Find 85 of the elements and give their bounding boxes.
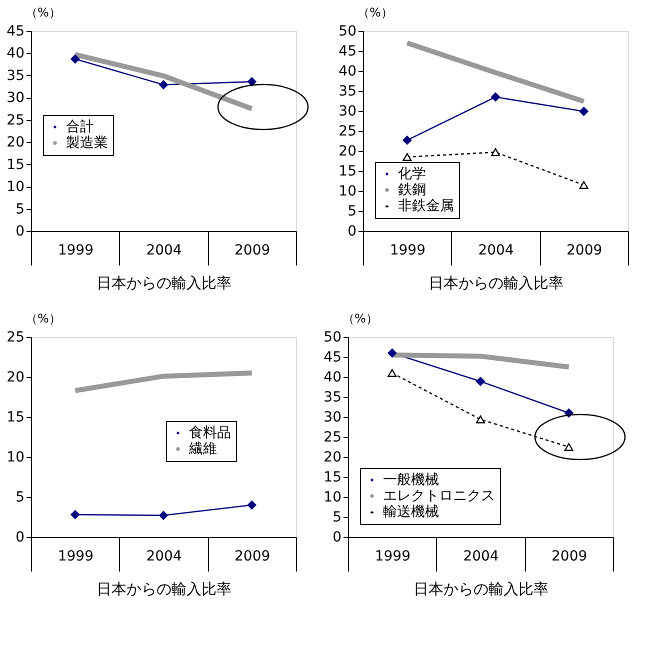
x-tick-label: 2009 (566, 242, 602, 258)
y-tick-label: 30 (6, 90, 24, 106)
y-tick-label: 35 (324, 390, 342, 406)
y-tick-label: 50 (324, 330, 342, 346)
y-tick-label: 25 (6, 330, 24, 346)
y-tick-label: 20 (324, 450, 342, 466)
y-tick-label: 45 (338, 44, 356, 60)
y-tick-label: 10 (6, 450, 24, 466)
x-tick-label: 2009 (234, 548, 270, 564)
point (70, 54, 80, 64)
point (491, 92, 500, 102)
y-tick-label: 40 (6, 46, 24, 62)
legend-label: 鉄鋼 (398, 182, 426, 198)
y-tick-label: 20 (338, 144, 356, 160)
y-tick-label: 30 (338, 104, 356, 120)
y-tick-label: 35 (338, 84, 356, 100)
point (247, 500, 256, 510)
y-axis-title: （%） (26, 6, 61, 20)
x-tick-label: 1999 (58, 548, 94, 564)
y-tick-label: 10 (6, 179, 24, 196)
y-tick-label: 45 (6, 24, 24, 40)
y-tick-label: 15 (6, 156, 24, 173)
point (579, 106, 588, 116)
point (476, 376, 485, 386)
y-tick-label: 5 (16, 201, 24, 218)
point (402, 136, 412, 145)
legend-label: 製造業 (66, 135, 108, 151)
y-axis-title: （%） (26, 312, 61, 326)
x-tick-label: 1999 (374, 548, 410, 564)
y-tick-label: 0 (332, 530, 342, 546)
y-tick-label: 15 (338, 164, 356, 180)
point (564, 443, 574, 451)
point (579, 181, 588, 189)
point (388, 369, 397, 377)
point (70, 510, 80, 520)
legend-label: 食料品 (189, 425, 231, 441)
y-axis-title: （%） (358, 6, 393, 20)
y-tick-label: 40 (338, 64, 356, 80)
y-tick-label: 5 (332, 510, 342, 526)
x-tick-label: 2009 (234, 242, 270, 258)
x-axis-title: 日本からの輸入比率 (96, 274, 232, 292)
y-tick-label: 15 (324, 470, 342, 486)
y-tick-label: 5 (16, 490, 24, 506)
x-axis-title: 日本からの輸入比率 (96, 580, 232, 598)
y-tick-label: 20 (6, 370, 24, 386)
legend-label: 輸送機械 (383, 504, 439, 520)
legend-label: 合計 (66, 119, 94, 135)
y-tick-label: 10 (324, 490, 342, 506)
x-tick-label: 2004 (463, 548, 499, 564)
point (247, 77, 256, 86)
point (402, 153, 412, 161)
legend-label: エレクトロニクス (383, 488, 495, 504)
x-tick-label: 2004 (478, 242, 514, 258)
y-tick-label: 0 (16, 530, 24, 546)
x-axis-title: 日本からの輸入比率 (414, 580, 548, 598)
y-axis-title: （%） (342, 312, 378, 326)
point (476, 415, 485, 424)
y-tick-label: 0 (348, 224, 356, 240)
y-tick-label: 25 (6, 112, 24, 128)
x-tick-label: 2004 (146, 548, 182, 564)
x-tick-label: 1999 (390, 242, 426, 258)
y-tick-label: 40 (324, 370, 342, 386)
legend-label: 一般機械 (383, 472, 439, 488)
y-tick-label: 30 (324, 410, 342, 426)
point (159, 80, 168, 90)
x-tick-label: 2004 (146, 242, 182, 258)
point (159, 510, 168, 520)
y-tick-label: 5 (348, 204, 356, 220)
y-tick-label: 45 (324, 350, 342, 366)
x-tick-label: 2009 (552, 548, 588, 564)
y-tick-label: 10 (338, 184, 356, 200)
x-tick-label: 1999 (58, 242, 94, 258)
y-tick-label: 20 (6, 134, 24, 151)
y-tick-label: 15 (6, 410, 24, 426)
y-tick-label: 50 (338, 24, 356, 40)
x-axis-title: 日本からの輸入比率 (428, 274, 564, 292)
point (388, 348, 397, 358)
legend-label: 化学 (398, 166, 426, 182)
legend-label: 非鉄金属 (398, 198, 454, 214)
legend-label: 繊維 (188, 441, 217, 457)
point (491, 148, 500, 156)
y-tick-label: 0 (16, 224, 24, 240)
y-tick-label: 35 (6, 68, 24, 84)
y-tick-label: 25 (324, 430, 342, 446)
y-tick-label: 25 (338, 124, 356, 140)
